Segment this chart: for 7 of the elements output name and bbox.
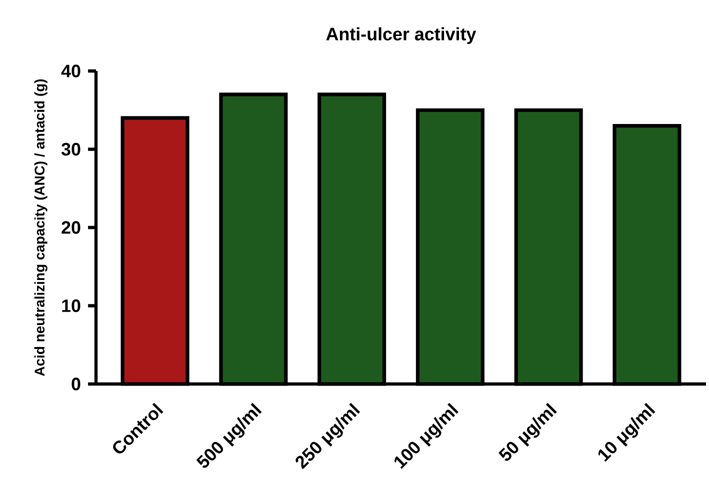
y-tick-label: 30 — [61, 142, 80, 156]
y-tick-label: 20 — [62, 221, 80, 234]
y-tick-label: 10 — [62, 299, 80, 312]
y-axis-title: Acid neutralizing capacity (ANC) / antacid (g) — [34, 79, 48, 376]
y-tick-label: 40 — [61, 64, 80, 78]
chart-title: Anti-ulcer activity — [326, 27, 476, 44]
y-tick-label: 0 — [72, 378, 80, 390]
